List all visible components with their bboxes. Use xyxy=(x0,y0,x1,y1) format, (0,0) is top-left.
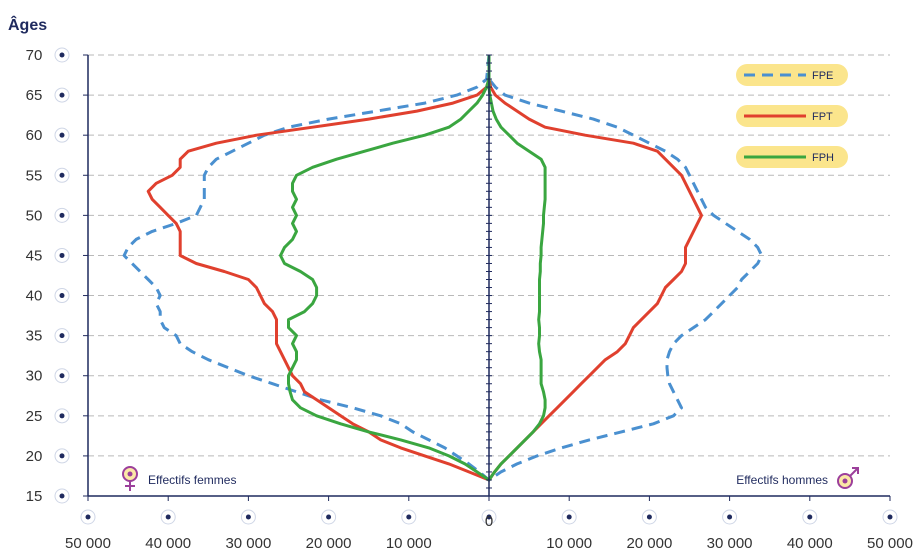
female-symbol-icon xyxy=(122,466,138,491)
y-tick-dot xyxy=(59,132,65,138)
x-tick-dot xyxy=(165,514,171,520)
caption-women-text: Effectifs femmes xyxy=(148,473,236,487)
x-tick-dot xyxy=(486,514,492,520)
x-tick-label: 30 000 xyxy=(707,535,753,552)
legend-label: FPH xyxy=(812,152,834,164)
y-tick-label: 45 xyxy=(26,247,43,264)
x-tick-label: 30 000 xyxy=(225,535,271,552)
x-tick-dot xyxy=(727,514,733,520)
y-axis-title: Âges xyxy=(8,15,47,34)
x-tick-label: 50 000 xyxy=(65,535,111,552)
x-tick-label: 40 000 xyxy=(787,535,833,552)
y-tick-label: 60 xyxy=(26,127,43,144)
legend-item-fpe: FPE xyxy=(736,64,848,86)
x-tick-label: 0 xyxy=(485,513,493,530)
x-tick-dot xyxy=(887,514,893,520)
legend-pill xyxy=(736,64,848,86)
x-tick-dot xyxy=(646,514,652,520)
x-tick-dot xyxy=(245,514,251,520)
x-tick-dot xyxy=(566,514,572,520)
y-tick-dot xyxy=(59,413,65,419)
x-tick-label: 50 000 xyxy=(867,535,913,552)
legend: FPE FPT FPH xyxy=(736,64,848,168)
y-tick-dot xyxy=(59,52,65,58)
y-tick-label: 55 xyxy=(26,167,43,184)
y-tick-label: 20 xyxy=(26,448,43,465)
y-tick-label: 70 xyxy=(26,47,43,64)
y-tick-dot xyxy=(59,172,65,178)
caption-men: Effectifs hommes xyxy=(736,467,859,489)
y-tick-dot xyxy=(59,453,65,459)
legend-label: FPT xyxy=(812,111,833,123)
caption-men-text: Effectifs hommes xyxy=(736,473,828,487)
x-tick-label: 20 000 xyxy=(306,535,352,552)
y-tick-dot xyxy=(59,493,65,499)
axis-ticks: 15 20 25 30 35 40 45 50 55 60 65 70 50 000 40 000 30 0… xyxy=(26,47,913,552)
y-tick-dot xyxy=(59,293,65,299)
y-tick-label: 25 xyxy=(26,408,43,425)
y-tick-label: 15 xyxy=(26,488,43,505)
x-tick-label: 20 000 xyxy=(626,535,672,552)
y-tick-dot xyxy=(59,92,65,98)
y-tick-label: 30 xyxy=(26,368,43,385)
y-tick-dot xyxy=(59,252,65,258)
y-tick-dot xyxy=(59,333,65,339)
y-tick-dot xyxy=(59,373,65,379)
y-tick-label: 65 xyxy=(26,87,43,104)
y-tick-dot xyxy=(59,212,65,218)
legend-label: FPE xyxy=(812,70,833,82)
x-tick-dot xyxy=(807,514,813,520)
x-tick-label: 40 000 xyxy=(145,535,191,552)
male-symbol-icon xyxy=(837,467,859,489)
caption-women: Effectifs femmes xyxy=(122,466,236,491)
legend-item-fph: FPH xyxy=(736,146,848,168)
y-tick-label: 40 xyxy=(26,288,43,305)
legend-item-fpt: FPT xyxy=(736,105,848,127)
y-tick-label: 35 xyxy=(26,328,43,345)
x-tick-dot xyxy=(85,514,91,520)
y-tick-label: 50 xyxy=(26,207,43,224)
series-fph-line xyxy=(279,55,547,482)
x-tick-label: 10 000 xyxy=(546,535,592,552)
x-tick-dot xyxy=(326,514,332,520)
x-tick-dot xyxy=(406,514,412,520)
x-tick-label: 10 000 xyxy=(386,535,432,552)
